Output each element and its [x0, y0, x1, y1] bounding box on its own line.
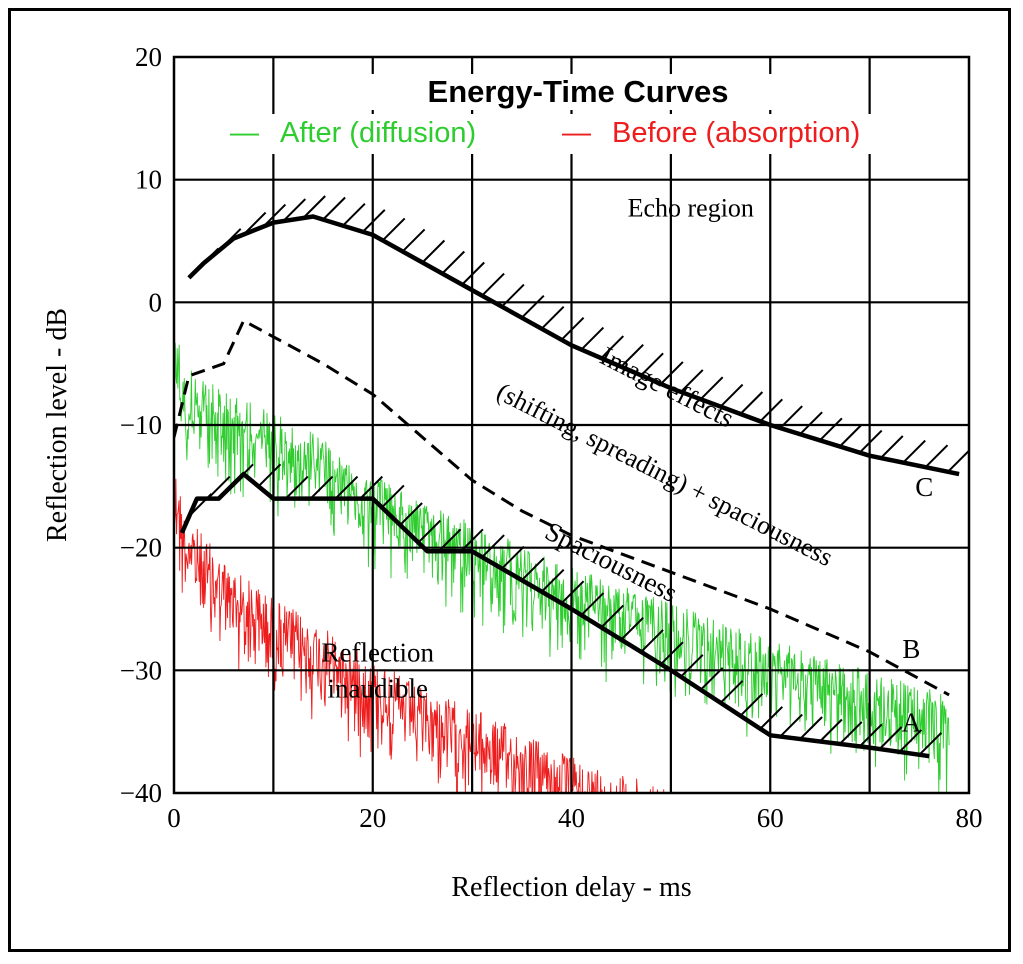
region-label: Echo region [628, 193, 754, 222]
region-label: Reflection [321, 638, 434, 668]
y-tick-label: 20 [135, 42, 162, 72]
series-line-before [174, 478, 701, 793]
y-axis-title: Reflection level - dB [42, 308, 73, 542]
title-background [370, 74, 800, 110]
x-tick-label: 80 [956, 803, 983, 833]
y-tick-label: −10 [120, 410, 162, 440]
y-tick-label: 10 [135, 165, 162, 195]
boundary-hatch-a [188, 463, 943, 756]
y-tick-label: −30 [120, 655, 162, 685]
boundary-hatch-c [195, 195, 969, 473]
x-tick-label: 40 [558, 803, 585, 833]
boundary-curve-b [174, 318, 950, 697]
region-label: inaudible [327, 673, 427, 703]
y-tick-label: −20 [120, 533, 162, 563]
boundary-curve-a [179, 471, 930, 759]
x-tick-label: 60 [757, 803, 784, 833]
y-tick-label: −40 [120, 778, 162, 808]
legend-entry-after: After (diffusion) [280, 117, 476, 149]
chart-title: Energy-Time Curves [428, 74, 729, 109]
curve-label-b: B [902, 634, 920, 664]
legend-entry-before: Before (absorption) [612, 117, 860, 149]
plot-border [172, 55, 971, 795]
y-tick-label: 0 [149, 287, 163, 317]
boundary-group [174, 195, 969, 759]
legend-swatch: — [230, 117, 259, 149]
x-tick-label: 20 [359, 803, 386, 833]
legend-background [222, 114, 934, 154]
curve-label-a: A [902, 708, 922, 738]
x-axis-title: Reflection delay - ms [451, 872, 691, 903]
legend-swatch: — [562, 117, 591, 149]
x-tick-label: 0 [167, 803, 181, 833]
curve-label-c: C [915, 472, 933, 502]
